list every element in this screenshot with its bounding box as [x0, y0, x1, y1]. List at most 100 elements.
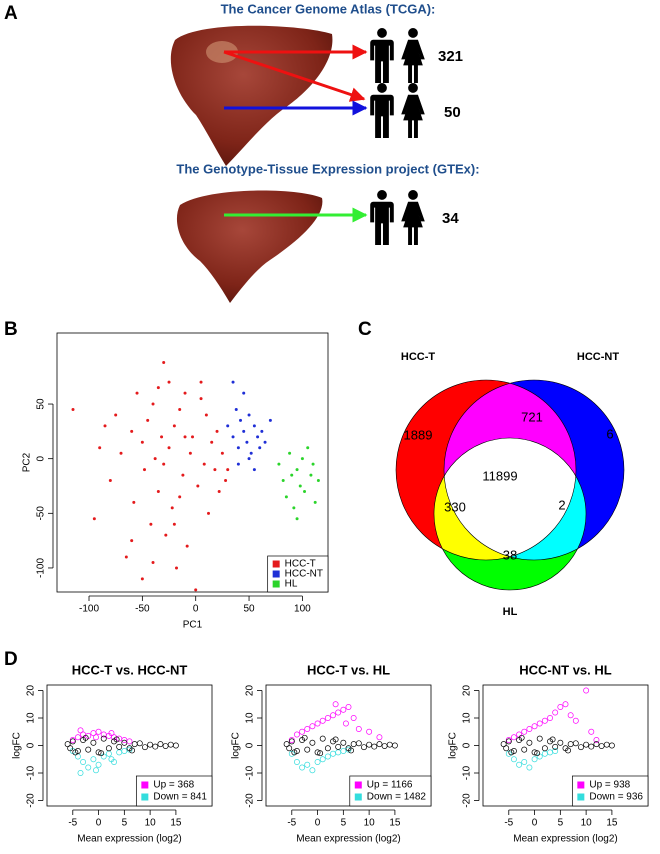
- liver: [176, 190, 323, 303]
- count: 321: [438, 48, 463, 65]
- point: [146, 418, 150, 422]
- point: [317, 750, 324, 757]
- x-axis-label: Mean expression (log2): [77, 834, 182, 845]
- point: [160, 435, 164, 439]
- point: [552, 709, 559, 716]
- point: [74, 734, 81, 741]
- point: [108, 756, 115, 763]
- point: [371, 743, 378, 750]
- y-tick-label: 0: [462, 742, 473, 748]
- point: [183, 391, 187, 395]
- arrow: [223, 50, 366, 102]
- x-axis-label: Mean expression (log2): [296, 834, 401, 845]
- point: [366, 741, 373, 748]
- point: [598, 743, 605, 750]
- point: [105, 745, 112, 752]
- point: [80, 759, 87, 765]
- point: [521, 759, 528, 765]
- woman-icon: [401, 83, 425, 138]
- point: [562, 701, 569, 708]
- point: [547, 715, 553, 721]
- point: [503, 745, 510, 752]
- y-tick-label: 10: [462, 712, 473, 724]
- point: [536, 753, 543, 760]
- venn-count: 1889: [404, 427, 433, 442]
- point: [281, 479, 285, 483]
- venn-set-label: HCC-T: [401, 351, 435, 363]
- point: [549, 736, 556, 743]
- y-tick-label: 0: [245, 742, 256, 748]
- point: [330, 712, 336, 719]
- point: [151, 402, 155, 406]
- x-tick-label: 5: [341, 818, 347, 829]
- point: [309, 767, 316, 774]
- point: [113, 736, 120, 743]
- point: [121, 748, 128, 754]
- venn-count: 6: [606, 426, 613, 441]
- point: [376, 734, 383, 741]
- point: [140, 440, 144, 444]
- point: [220, 451, 224, 455]
- legend-label: Up = 1166: [367, 780, 413, 791]
- point: [82, 734, 89, 741]
- point: [178, 407, 182, 411]
- point: [552, 748, 559, 754]
- point: [324, 753, 331, 760]
- legend-label: Down = 936: [589, 792, 643, 803]
- point: [231, 435, 235, 439]
- point: [95, 728, 102, 735]
- legend-label: Down = 1482: [367, 792, 427, 803]
- point: [313, 500, 317, 504]
- point: [319, 756, 326, 763]
- venn-set-label: HL: [503, 606, 518, 618]
- point: [231, 380, 235, 384]
- point: [67, 745, 74, 752]
- point: [170, 506, 174, 510]
- point: [306, 446, 310, 450]
- point: [236, 462, 240, 466]
- point: [332, 701, 339, 708]
- point: [95, 761, 102, 768]
- point: [114, 413, 118, 417]
- plot: -100 -50 0 50 100 -100 -50 0 50 PC1 PC2 HCC-THCC-NT…: [22, 332, 329, 631]
- point: [304, 761, 311, 768]
- point: [213, 468, 217, 472]
- point: [210, 440, 214, 444]
- legend-label: Down = 841: [153, 792, 207, 803]
- point: [304, 746, 311, 753]
- x-tick-label: 10: [145, 818, 157, 829]
- point: [77, 770, 84, 776]
- chart-title: HCC-NT vs. HL: [519, 662, 612, 677]
- y-axis-label: logFC: [448, 732, 459, 759]
- point: [303, 489, 307, 493]
- point: [140, 577, 144, 581]
- venn-count: 38: [503, 547, 517, 562]
- venn-set-label: HCC-NT: [577, 351, 619, 363]
- point: [69, 738, 76, 745]
- point: [309, 473, 313, 477]
- y-axis-label: logFC: [12, 732, 23, 759]
- plot: HCC-T vs. HCC-NT -5 0 5 10 15 -20 -10 0 10 20 Mean …: [12, 662, 213, 845]
- point: [593, 741, 600, 748]
- chart-title: HCC-T vs. HCC-NT: [72, 662, 188, 677]
- point: [510, 734, 517, 741]
- point: [172, 742, 179, 749]
- y-axis-label: logFC: [231, 732, 242, 759]
- point: [572, 717, 579, 724]
- point: [510, 756, 517, 763]
- point: [518, 734, 525, 741]
- legend-swatch: [354, 781, 362, 789]
- point: [100, 753, 107, 760]
- man-icon: [370, 83, 394, 138]
- x-tick-label: 5: [558, 818, 564, 829]
- point: [77, 727, 84, 734]
- point: [505, 738, 512, 745]
- point: [552, 743, 559, 750]
- point: [295, 517, 299, 521]
- point: [608, 742, 615, 749]
- x-tick-label: -100: [79, 604, 99, 615]
